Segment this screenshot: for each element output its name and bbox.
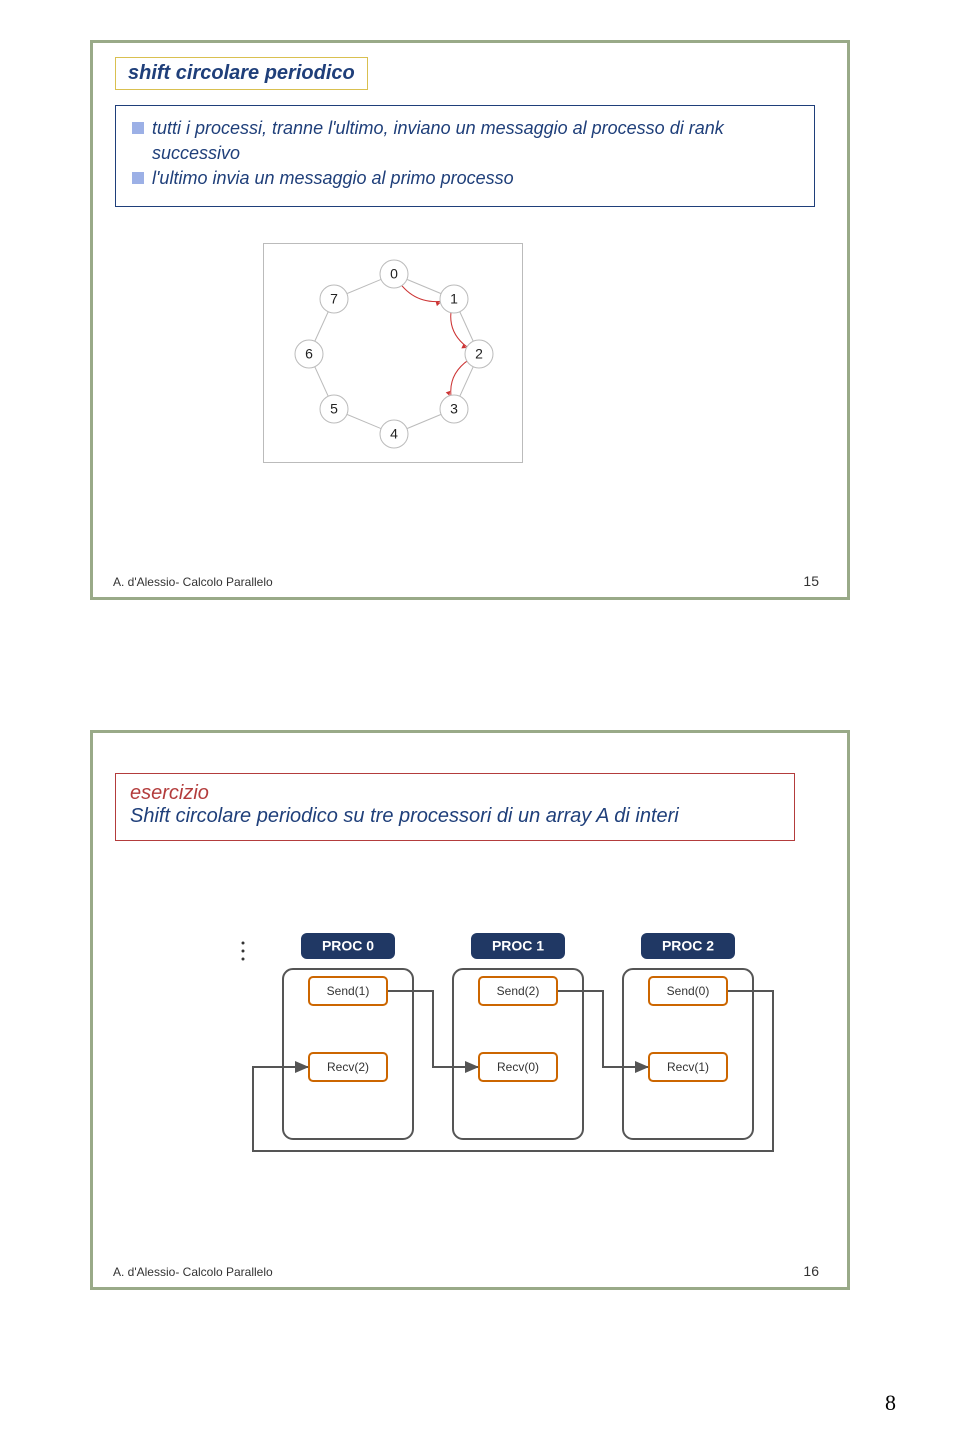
slide-1: shift circolare periodico tutti i proces… [90, 40, 850, 600]
exercise-title: esercizio [130, 782, 780, 805]
slide1-title-box: shift circolare periodico [115, 57, 368, 90]
slide2-footer: A. d'Alessio- Calcolo Parallelo [113, 1265, 273, 1279]
slide1-footer: A. d'Alessio- Calcolo Parallelo [113, 575, 273, 589]
svg-text:Recv(1): Recv(1) [667, 1060, 709, 1074]
bullet-line: l'ultimo invia un messaggio al primo pro… [132, 166, 798, 191]
bullet-text: l'ultimo invia un messaggio al primo pro… [152, 166, 514, 191]
proc-svg: PROC 0 Send(1) Recv(2) PROC 1 Send(2) Recv(0)… [213, 933, 813, 1163]
slide1-content-box: tutti i processi, tranne l'ultimo, invia… [115, 105, 815, 207]
slide1-number: 15 [803, 573, 819, 589]
slide2-number: 16 [803, 1263, 819, 1279]
bullet-icon [132, 122, 144, 134]
svg-text:6: 6 [305, 346, 313, 362]
svg-text:1: 1 [450, 291, 458, 307]
svg-text:Send(2): Send(2) [497, 984, 540, 998]
svg-text:PROC 2: PROC 2 [662, 938, 714, 954]
svg-text:7: 7 [330, 291, 338, 307]
svg-text:PROC 0: PROC 0 [322, 938, 374, 954]
ring-svg: 0 1 2 3 4 5 6 7 [264, 244, 524, 464]
proc-figure: PROC 0 Send(1) Recv(2) PROC 1 Send(2) Recv(0)… [213, 933, 813, 1168]
svg-text:5: 5 [330, 401, 338, 417]
svg-text:2: 2 [475, 346, 483, 362]
bullet-text: tutti i processi, tranne l'ultimo, invia… [152, 116, 798, 166]
svg-text:PROC 1: PROC 1 [492, 938, 544, 954]
svg-text:Send(1): Send(1) [327, 984, 370, 998]
exercise-body: Shift circolare periodico su tre process… [130, 805, 780, 828]
svg-text:Recv(0): Recv(0) [497, 1060, 539, 1074]
svg-text:3: 3 [450, 401, 458, 417]
ring-figure: 0 1 2 3 4 5 6 7 [263, 243, 523, 463]
slide-2: esercizio Shift circolare periodico su t… [90, 730, 850, 1290]
bullet-icon [132, 172, 144, 184]
svg-text:Recv(2): Recv(2) [327, 1060, 369, 1074]
bullet-line: tutti i processi, tranne l'ultimo, invia… [132, 116, 798, 166]
svg-text:0: 0 [390, 266, 398, 282]
exercise-box: esercizio Shift circolare periodico su t… [115, 773, 795, 841]
svg-text:Send(0): Send(0) [667, 984, 710, 998]
slide1-title: shift circolare periodico [128, 62, 355, 84]
svg-text:4: 4 [390, 426, 398, 442]
